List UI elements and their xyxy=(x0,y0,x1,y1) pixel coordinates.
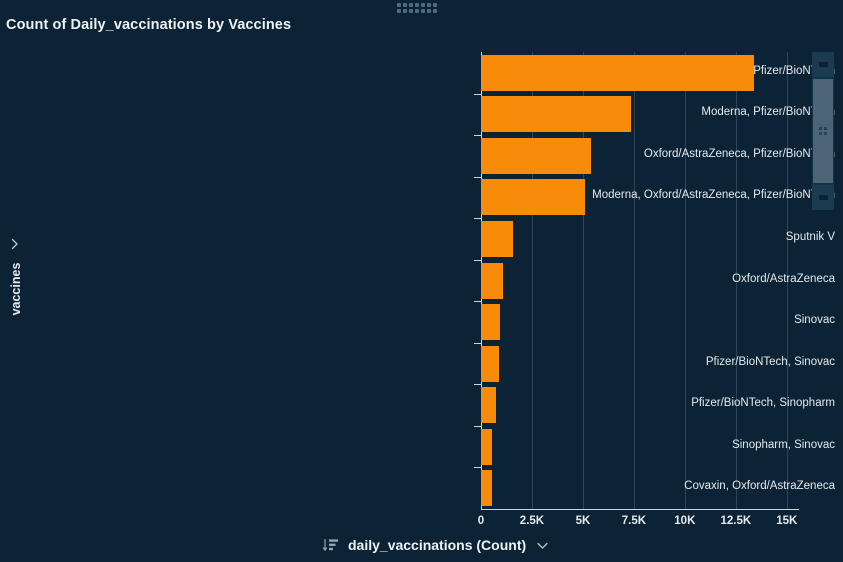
vertical-scrollbar[interactable] xyxy=(812,52,834,210)
y-axis-category-label: Covaxin, Oxford/AstraZeneca xyxy=(684,480,835,493)
gridline xyxy=(684,52,686,509)
gridline xyxy=(582,52,584,509)
y-axis-tick-mark xyxy=(474,135,481,137)
y-axis-tick-mark xyxy=(474,301,481,303)
bar[interactable] xyxy=(481,179,585,216)
y-axis-title-group[interactable]: vaccines xyxy=(4,238,26,348)
y-axis-category-label: Moderna, Oxford/AstraZeneca, Pfizer/BioN… xyxy=(592,189,835,202)
y-axis-category-label: Moderna, Pfizer/BioNTech xyxy=(701,106,835,119)
x-axis-tick-label: 0 xyxy=(477,515,485,527)
bar[interactable] xyxy=(481,262,503,299)
chart-title: Count of Daily_vaccinations by Vaccines xyxy=(6,17,292,33)
x-axis-tick-label: 5K xyxy=(575,515,591,527)
x-axis-tick-label: 15K xyxy=(776,515,798,527)
y-axis-tick-mark xyxy=(474,176,481,178)
y-axis-tick-mark xyxy=(474,467,481,469)
y-axis-category-label: Sinovac xyxy=(794,314,835,327)
y-axis-tick-mark xyxy=(474,384,481,386)
plot-area xyxy=(481,52,799,509)
bar[interactable] xyxy=(481,387,497,424)
sort-descending-icon[interactable] xyxy=(322,537,339,554)
bar[interactable] xyxy=(481,220,513,257)
y-axis-tick-mark xyxy=(474,425,481,427)
x-axis-tick-label: 7.5K xyxy=(621,515,647,527)
bar[interactable] xyxy=(481,137,592,174)
scrollbar-thumb[interactable] xyxy=(813,79,833,183)
bar[interactable] xyxy=(481,304,500,341)
gridline xyxy=(786,52,788,509)
chevron-right-icon[interactable] xyxy=(9,238,21,250)
y-axis-tick-mark xyxy=(474,93,481,95)
y-axis-category-label: Sinopharm, Sinovac xyxy=(732,438,835,451)
bar[interactable] xyxy=(481,345,499,382)
x-axis-line xyxy=(481,509,799,510)
chevron-down-icon[interactable] xyxy=(535,538,550,553)
bar[interactable] xyxy=(481,428,492,465)
y-axis-tick-mark xyxy=(474,342,481,344)
y-axis-category-label: Oxford/AstraZeneca, Pfizer/BioNTech xyxy=(643,147,835,160)
bar[interactable] xyxy=(481,54,755,91)
drag-handle-icon[interactable] xyxy=(397,3,441,15)
x-axis-title: daily_vaccinations (Count) xyxy=(348,537,527,553)
gridline xyxy=(633,52,635,509)
y-axis-category-label: Sputnik V xyxy=(785,230,835,243)
y-axis-tick-mark xyxy=(474,259,481,261)
x-axis-field-control[interactable]: daily_vaccinations (Count) xyxy=(322,533,550,557)
bar[interactable] xyxy=(481,96,631,133)
y-axis-tick-mark xyxy=(474,218,481,220)
y-axis-category-label: Pfizer/BioNTech, Sinovac xyxy=(705,355,835,368)
scroll-up-button[interactable] xyxy=(812,52,834,77)
y-axis-category-label: Pfizer/BioNTech xyxy=(753,64,835,77)
y-axis-category-label: Oxford/AstraZeneca xyxy=(732,272,835,285)
y-axis-title: vaccines xyxy=(9,262,23,316)
gridline xyxy=(735,52,737,509)
scroll-down-button[interactable] xyxy=(812,185,834,210)
x-axis-tick-label: 12.5K xyxy=(720,515,752,527)
scrollbar-grip-icon xyxy=(819,127,827,135)
x-axis-tick-label: 10K xyxy=(674,515,696,527)
y-axis-category-label: Pfizer/BioNTech, Sinopharm xyxy=(691,397,835,410)
gridline xyxy=(531,52,533,509)
bar[interactable] xyxy=(481,470,492,507)
x-axis-tick-label: 2.5K xyxy=(519,515,545,527)
